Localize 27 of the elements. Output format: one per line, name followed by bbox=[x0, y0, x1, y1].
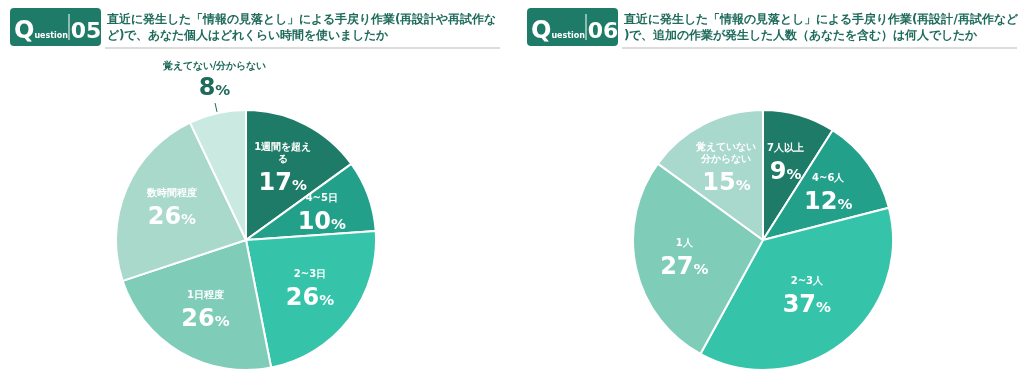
slice-label: 2~3日 bbox=[293, 267, 327, 279]
text: Question bbox=[14, 16, 69, 44]
chart-title: 直近に発生した「情報の見落とし」による手戻り作業(再設計や再試作など)で、あなた個人はどれくらい時間を使いましたか bbox=[106, 12, 497, 42]
slice-label: 2~3人 bbox=[790, 275, 824, 287]
data-label: 10% bbox=[297, 206, 347, 235]
data-label: 15% bbox=[702, 168, 751, 197]
data-label: 26% bbox=[181, 303, 230, 332]
slice-label: 覚えていない分からない bbox=[696, 141, 757, 166]
text: Question bbox=[531, 16, 586, 44]
data-label: 17% bbox=[258, 168, 307, 197]
text: 05 bbox=[70, 18, 102, 43]
slice-label: 覚えてない/分からない bbox=[162, 59, 267, 72]
data-label: 27% bbox=[660, 251, 709, 280]
slice-label: 1週間を超える bbox=[254, 141, 312, 165]
data-label: 26% bbox=[285, 282, 335, 311]
data-label: 8% bbox=[198, 72, 231, 101]
data-label: 26% bbox=[147, 202, 197, 231]
slice-label: 1日程度 bbox=[186, 288, 224, 300]
slice-label: 7人以上 bbox=[767, 141, 804, 153]
chart-title: 直近に発生した「情報の見落とし」による手戻り作業(再設計/再試作など)で、追加の作業が発生した人数（あなたを含む）は何人でしたか bbox=[623, 12, 1019, 42]
slice-label: 4~6人 bbox=[812, 171, 846, 183]
data-label: 37% bbox=[782, 290, 832, 319]
data-label: 12% bbox=[804, 186, 853, 215]
slice-label: 数時間程度 bbox=[145, 187, 197, 199]
data-label: 9% bbox=[769, 156, 802, 185]
text: 06 bbox=[587, 18, 619, 43]
slice-label: 1人 bbox=[675, 236, 694, 248]
